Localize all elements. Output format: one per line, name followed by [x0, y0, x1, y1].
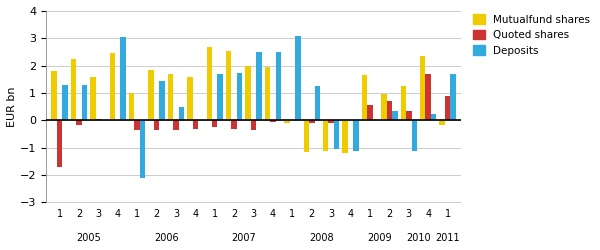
Bar [193, 120, 198, 128]
Bar [362, 75, 367, 120]
Bar [412, 120, 417, 150]
Bar [275, 52, 281, 120]
Bar [110, 53, 115, 120]
Bar [328, 120, 334, 123]
Bar [154, 120, 159, 130]
Bar [90, 76, 95, 120]
Bar [173, 120, 179, 130]
Bar [256, 52, 262, 120]
Text: 2011: 2011 [436, 233, 460, 243]
Bar [451, 74, 456, 120]
Bar [425, 74, 431, 120]
Bar [295, 36, 301, 120]
Bar [76, 120, 82, 124]
Bar [187, 76, 193, 120]
Bar [386, 101, 392, 120]
Bar [217, 74, 223, 120]
Bar [445, 96, 451, 120]
Bar [314, 86, 320, 120]
Bar [206, 46, 212, 120]
Bar [353, 120, 359, 150]
Bar [431, 114, 436, 120]
Bar [134, 120, 140, 130]
Bar [420, 56, 425, 120]
Text: 2007: 2007 [232, 233, 256, 243]
Bar [121, 37, 126, 120]
Y-axis label: EUR bn: EUR bn [7, 86, 17, 127]
Bar [392, 111, 398, 120]
Bar [381, 94, 386, 120]
Bar [226, 50, 232, 120]
Legend: Mutualfund shares, Quoted shares, Deposits: Mutualfund shares, Quoted shares, Deposi… [470, 12, 593, 58]
Bar [179, 107, 184, 120]
Text: 2006: 2006 [154, 233, 179, 243]
Bar [309, 120, 314, 123]
Text: 2010: 2010 [406, 233, 431, 243]
Bar [284, 120, 290, 123]
Bar [71, 59, 76, 120]
Text: 2009: 2009 [367, 233, 392, 243]
Text: 2008: 2008 [309, 233, 334, 243]
Bar [159, 81, 164, 120]
Bar [401, 86, 406, 120]
Bar [251, 120, 256, 130]
Bar [406, 111, 412, 120]
Bar [95, 119, 101, 120]
Bar [62, 85, 68, 120]
Bar [140, 120, 145, 178]
Bar [57, 120, 62, 167]
Bar [367, 105, 373, 120]
Bar [212, 120, 217, 127]
Bar [168, 74, 173, 120]
Bar [82, 85, 87, 120]
Bar [343, 120, 348, 153]
Bar [270, 120, 275, 122]
Text: 2005: 2005 [76, 233, 101, 243]
Bar [129, 93, 134, 120]
Bar [439, 120, 445, 124]
Bar [148, 70, 154, 120]
Bar [52, 71, 57, 120]
Bar [304, 120, 309, 152]
Bar [265, 67, 270, 120]
Bar [323, 120, 328, 150]
Bar [334, 120, 340, 149]
Bar [237, 72, 242, 120]
Bar [245, 66, 251, 120]
Bar [232, 120, 237, 128]
